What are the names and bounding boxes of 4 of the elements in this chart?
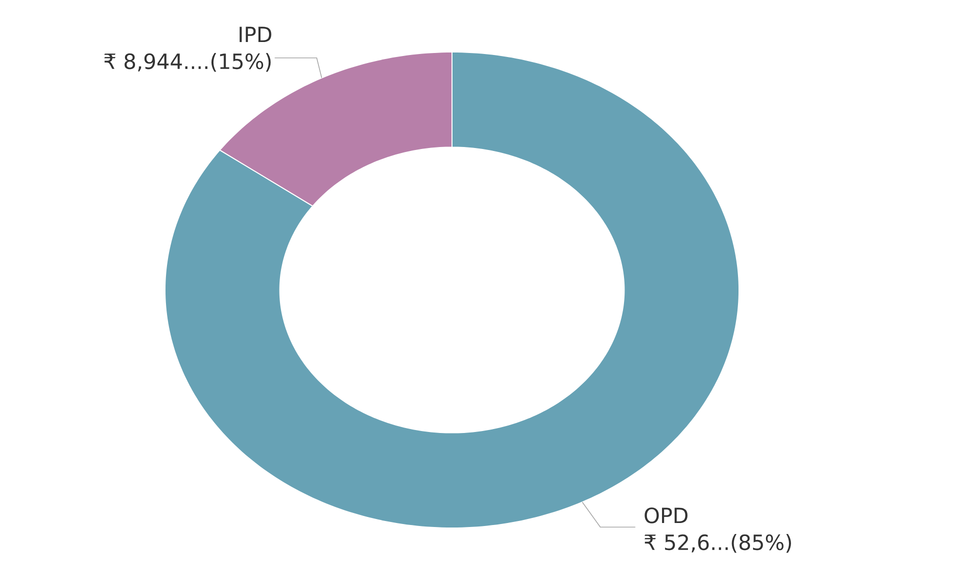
data-label: ₹ 8,944....(15%): [104, 53, 271, 72]
slice-label: OPD: [644, 508, 688, 524]
data-label: ₹ 52,6...(85%): [644, 534, 791, 553]
slice-label: IPD: [240, 26, 272, 42]
